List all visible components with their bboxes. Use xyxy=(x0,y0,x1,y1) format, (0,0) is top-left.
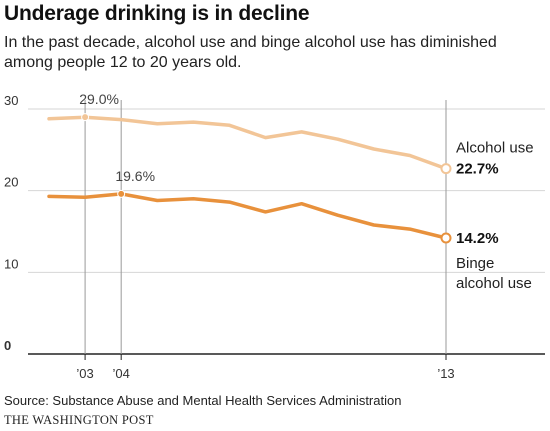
x-tick-label: ’04 xyxy=(113,366,130,381)
peak-label-alcohol-use: 29.0% xyxy=(79,91,119,107)
series-name-binge-alcohol-use-line2: alcohol use xyxy=(456,275,532,292)
series-line-alcohol-use xyxy=(47,115,448,171)
source-note: Source: Substance Abuse and Mental Healt… xyxy=(4,393,402,408)
y-tick-label: 30 xyxy=(4,93,18,108)
credit-line: THE WASHINGTON POST xyxy=(4,413,154,427)
end-marker-alcohol-use xyxy=(440,163,452,175)
x-tick-label: ’13 xyxy=(437,366,454,381)
chart-subtitle: In the past decade, alcohol use and bing… xyxy=(4,34,497,71)
peak-marker-binge-alcohol-use xyxy=(117,189,126,198)
series-name-alcohol-use: Alcohol use xyxy=(456,140,534,157)
chart-title: Underage drinking is in decline xyxy=(4,2,310,25)
x-tick-label: ’03 xyxy=(76,366,93,381)
y-tick-label: 10 xyxy=(4,256,18,271)
series-name-binge-alcohol-use: Binge xyxy=(456,255,494,272)
peak-marker-alcohol-use xyxy=(81,113,90,122)
y-tick-label: 0 xyxy=(4,338,11,353)
peak-label-binge-alcohol-use: 19.6% xyxy=(115,168,155,184)
end-value-binge-alcohol-use: 14.2% xyxy=(456,230,499,247)
end-value-alcohol-use: 22.7% xyxy=(456,161,499,178)
end-marker-binge-alcohol-use xyxy=(440,232,452,244)
y-tick-label: 20 xyxy=(4,175,18,190)
line-chart: 0 10 20 30 ’03 ’04 ’13 29.0% 22.7% 19.6% 14.2% Alco… xyxy=(4,91,545,381)
series-line-binge-alcohol-use xyxy=(47,192,448,240)
